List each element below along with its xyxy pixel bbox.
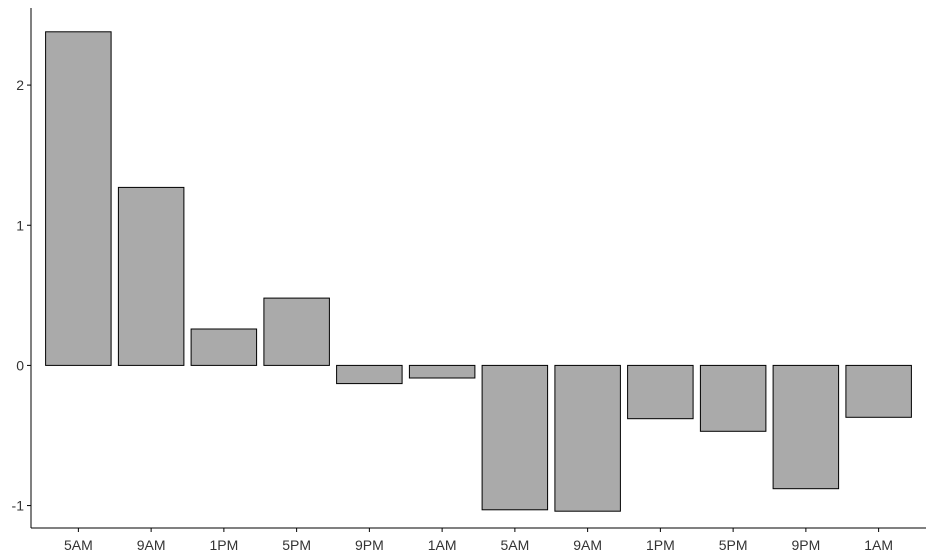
x-tick-label-11: 1AM [864,537,893,553]
bar-2 [190,328,258,366]
bar-10 [772,364,840,490]
x-axis: 5AM 9AM 1PM 5PM 9PM 1AM 5AM 9AM 1PM 5PM 9PM 1AM [31,527,926,553]
bar-9 [699,364,767,432]
y-tick-label-3: 2 [16,77,24,93]
x-tick-label-5: 1AM [428,537,457,553]
bar-8 [627,364,694,420]
bar-4 [336,364,403,385]
x-tick-label-4: 9PM [355,537,384,553]
bar-0 [45,31,112,366]
x-tick-label-3: 5PM [282,537,311,553]
bar-7 [554,364,621,512]
x-tick-label-8: 1PM [646,537,675,553]
x-tick-label-10: 9PM [791,537,820,553]
bar-5 [408,364,476,379]
x-tick-label-7: 9AM [573,537,602,553]
bar-11 [845,364,912,418]
y-tick-label-2: 1 [16,217,24,233]
bar-1 [117,186,185,366]
bars-group [45,31,912,512]
bar-6 [481,364,549,511]
x-tick-label-1: 9AM [137,537,166,553]
x-tick-label-0: 5AM [64,537,93,553]
y-tick-label-0: -1 [12,498,25,514]
x-tick-label-6: 5AM [500,537,529,553]
y-axis: -1 0 1 2 [12,8,32,528]
x-tick-label-9: 5PM [719,537,748,553]
bar-3 [263,297,330,366]
x-tick-label-2: 1PM [209,537,238,553]
y-tick-label-1: 0 [16,357,24,373]
